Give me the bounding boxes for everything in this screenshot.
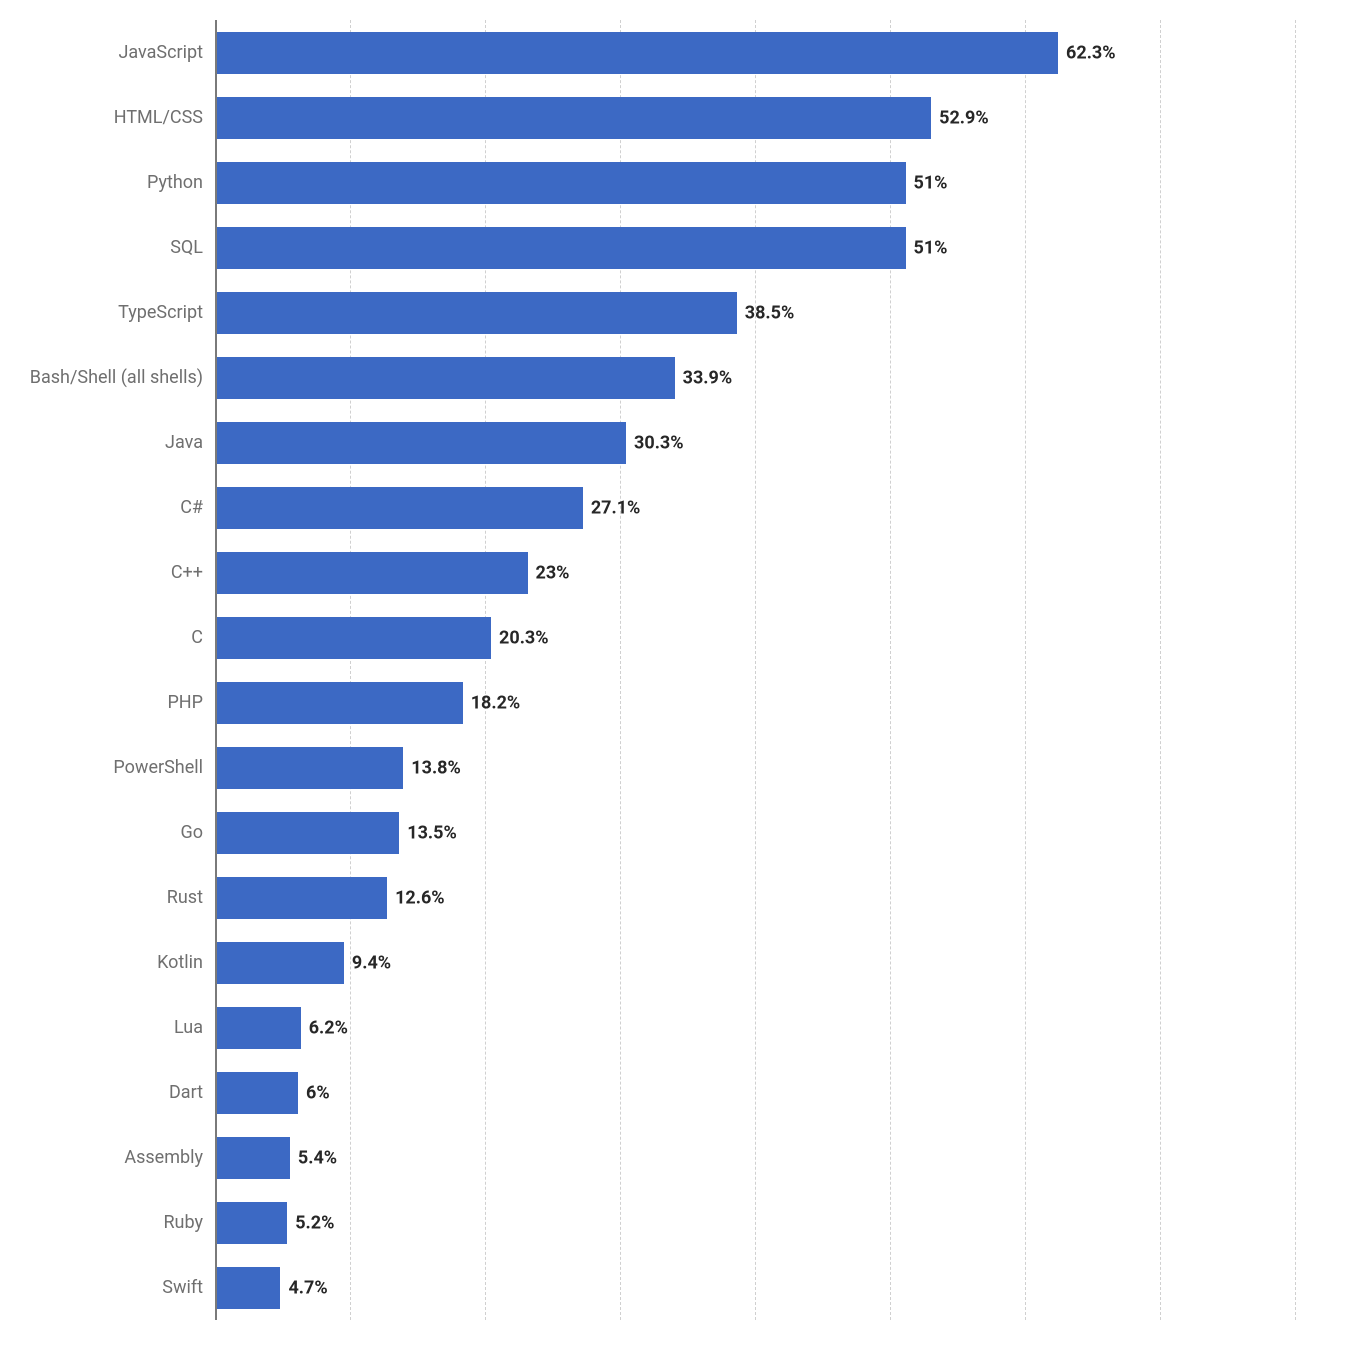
value-label: 6% [306,1082,330,1103]
category-label: SQL [170,237,203,258]
bar-row: HTML/CSS52.9% [215,85,1295,150]
category-label: Java [165,432,203,453]
category-label: C [191,627,203,648]
bar [217,552,528,594]
bar-chart: JavaScript62.3%HTML/CSS52.9%Python51%SQL… [0,0,1348,1367]
bar [217,682,463,724]
bar-row: Kotlin9.4% [215,930,1295,995]
bar-row: PowerShell13.8% [215,735,1295,800]
bar-row: PHP18.2% [215,670,1295,735]
value-label: 38.5% [745,302,795,323]
value-label: 5.2% [295,1212,334,1233]
category-label: C# [180,497,203,518]
bar-row: C#27.1% [215,475,1295,540]
value-label: 13.8% [411,757,461,778]
bar [217,1072,298,1114]
value-label: 4.7% [288,1277,327,1298]
bar [217,292,737,334]
bar-row: TypeScript38.5% [215,280,1295,345]
category-label: C++ [171,562,203,583]
value-label: 6.2% [309,1017,348,1038]
value-label: 33.9% [683,367,733,388]
value-label: 51% [914,237,948,258]
value-label: 52.9% [939,107,989,128]
bar-row: Java30.3% [215,410,1295,475]
bar [217,812,399,854]
category-label: Dart [169,1082,203,1103]
category-label: TypeScript [118,302,203,323]
value-label: 12.6% [395,887,445,908]
bar-row: C++23% [215,540,1295,605]
category-label: Ruby [163,1212,203,1233]
bar-row: SQL51% [215,215,1295,280]
category-label: Rust [167,887,203,908]
bar-row: Bash/Shell (all shells)33.9% [215,345,1295,410]
bar-row: Rust12.6% [215,865,1295,930]
bar-row: C20.3% [215,605,1295,670]
bar [217,32,1058,74]
bar-row: JavaScript62.3% [215,20,1295,85]
value-label: 51% [914,172,948,193]
bar-row: Lua6.2% [215,995,1295,1060]
value-label: 5.4% [298,1147,337,1168]
bar-row: Dart6% [215,1060,1295,1125]
value-label: 27.1% [591,497,641,518]
category-label: PHP [167,692,203,713]
bar [217,1267,280,1309]
category-label: HTML/CSS [114,107,203,128]
bar [217,877,387,919]
value-label: 9.4% [352,952,391,973]
bar [217,422,626,464]
category-label: Bash/Shell (all shells) [30,367,203,388]
value-label: 18.2% [471,692,521,713]
value-label: 23% [536,562,570,583]
bar-row: Assembly5.4% [215,1125,1295,1190]
bar [217,1007,301,1049]
category-label: Python [147,172,203,193]
bar [217,357,675,399]
bar [217,617,491,659]
bar [217,1137,290,1179]
category-label: Assembly [124,1147,203,1168]
value-label: 20.3% [499,627,549,648]
bar [217,747,403,789]
category-label: Kotlin [157,952,203,973]
value-label: 62.3% [1066,42,1116,63]
bar [217,942,344,984]
category-label: Go [180,822,203,843]
bar-row: Python51% [215,150,1295,215]
bar-row: Swift4.7% [215,1255,1295,1320]
grid-line [1295,20,1296,1320]
bar [217,162,906,204]
bar [217,227,906,269]
plot-area: JavaScript62.3%HTML/CSS52.9%Python51%SQL… [215,20,1295,1320]
bar-row: Ruby5.2% [215,1190,1295,1255]
bar-row: Go13.5% [215,800,1295,865]
value-label: 13.5% [407,822,457,843]
category-label: JavaScript [118,42,203,63]
bar [217,487,583,529]
bar [217,97,931,139]
category-label: Lua [174,1017,203,1038]
bar [217,1202,287,1244]
category-label: Swift [162,1277,203,1298]
category-label: PowerShell [113,757,203,778]
value-label: 30.3% [634,432,684,453]
